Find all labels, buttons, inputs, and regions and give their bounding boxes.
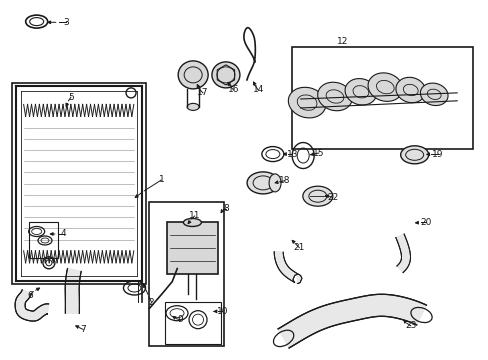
Text: 10: 10 [216, 307, 228, 316]
Text: 19: 19 [431, 150, 443, 158]
Ellipse shape [183, 219, 201, 226]
Ellipse shape [395, 77, 425, 103]
Text: 23: 23 [404, 321, 416, 330]
Ellipse shape [367, 73, 402, 102]
Polygon shape [167, 222, 217, 274]
Ellipse shape [302, 186, 332, 206]
Text: 22: 22 [326, 193, 338, 202]
Ellipse shape [345, 78, 376, 105]
Text: 1: 1 [158, 175, 164, 184]
Polygon shape [274, 252, 301, 283]
Ellipse shape [178, 61, 208, 89]
Ellipse shape [420, 83, 447, 105]
Text: 7: 7 [80, 325, 86, 334]
Text: 8: 8 [223, 204, 228, 213]
Polygon shape [65, 269, 81, 313]
Text: 12: 12 [336, 37, 347, 46]
Text: 6: 6 [27, 291, 33, 300]
Ellipse shape [317, 82, 351, 111]
Text: 17: 17 [197, 88, 208, 97]
Text: 5: 5 [68, 93, 74, 102]
Text: 3: 3 [63, 18, 69, 27]
Polygon shape [278, 294, 426, 348]
Text: 9: 9 [177, 315, 183, 324]
Text: 21: 21 [293, 243, 305, 252]
Text: 16: 16 [227, 85, 239, 94]
Ellipse shape [400, 146, 428, 164]
Text: 14: 14 [252, 85, 264, 94]
Text: 2: 2 [148, 298, 154, 307]
Text: 11: 11 [188, 211, 200, 220]
Ellipse shape [211, 62, 240, 88]
Text: 4: 4 [61, 230, 66, 238]
Polygon shape [395, 234, 409, 273]
Text: 18: 18 [278, 176, 290, 185]
Text: 20: 20 [420, 218, 431, 227]
Ellipse shape [246, 172, 279, 194]
Ellipse shape [187, 103, 199, 111]
Text: 13: 13 [286, 150, 298, 158]
Ellipse shape [268, 174, 281, 192]
Polygon shape [15, 290, 48, 321]
Text: 15: 15 [312, 148, 324, 158]
Ellipse shape [288, 87, 325, 118]
